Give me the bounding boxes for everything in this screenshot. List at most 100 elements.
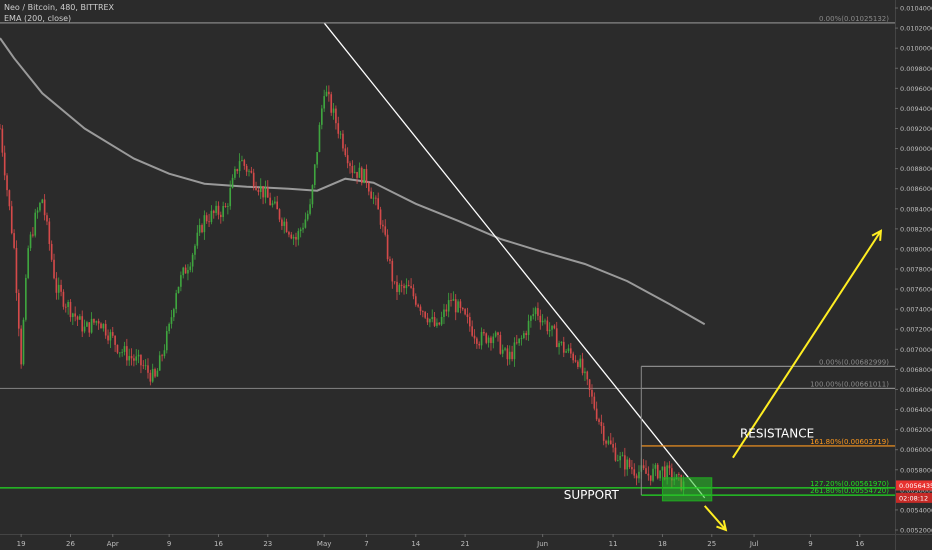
candle-body-75 — [175, 293, 178, 310]
y-tick-label-21: 0.00620000 — [900, 426, 932, 434]
candle-body-267 — [626, 459, 629, 470]
price-tags: 0.00564358 02:08:12 — [896, 480, 932, 503]
candle-body-109 — [255, 186, 257, 190]
candle-body-191 — [447, 300, 450, 312]
candle-body-165 — [386, 234, 389, 260]
x-tick-label-14: Jul — [749, 540, 759, 548]
candle-body-239 — [560, 341, 563, 344]
candle-body-39 — [90, 318, 93, 333]
candle-body-55 — [128, 356, 131, 361]
candle-body-93 — [217, 205, 220, 215]
candle-body-221 — [518, 338, 520, 344]
candle-body-121 — [283, 221, 286, 226]
candle-body-281 — [659, 470, 661, 479]
candle-body-266 — [624, 455, 626, 470]
candle-body-2 — [3, 152, 6, 176]
y-tick-label-16: 0.00720000 — [900, 326, 932, 334]
candle-body-74 — [173, 309, 175, 318]
candle-body-234 — [548, 329, 551, 332]
y-tick-label-5: 0.00940000 — [900, 105, 932, 113]
candle-body-115 — [269, 197, 271, 206]
candle-body-22 — [50, 243, 53, 260]
candle-body-195 — [457, 301, 459, 313]
candle-body-135 — [316, 152, 318, 165]
candle-body-89 — [208, 221, 210, 223]
candle-body-87 — [203, 215, 206, 233]
candle-body-68 — [158, 355, 161, 371]
candle-body-283 — [663, 466, 666, 479]
fib-label-1: 0.00%(0.00682999) — [819, 358, 889, 366]
candle-body-226 — [530, 316, 532, 321]
candle-body-215 — [504, 348, 506, 350]
candle-body-134 — [313, 164, 316, 186]
range-lines — [0, 22, 895, 390]
x-tick-label-2: Apr — [107, 540, 119, 548]
candle-body-53 — [123, 346, 126, 352]
candle-body-14 — [32, 234, 34, 236]
candle-body-269 — [631, 467, 633, 470]
candle-body-227 — [532, 314, 535, 317]
x-tick-label-16: 16 — [855, 540, 864, 548]
candle-body-148 — [346, 155, 349, 164]
candle-body-175 — [410, 286, 412, 288]
candle-body-256 — [600, 421, 603, 427]
candle-body-231 — [541, 320, 544, 323]
candle-body-288 — [675, 474, 678, 480]
candle-body-108 — [252, 172, 255, 187]
candle-body-177 — [414, 296, 417, 305]
candle-body-257 — [602, 426, 605, 441]
candle-body-128 — [299, 229, 302, 232]
candle-body-205 — [480, 331, 483, 346]
candle-body-212 — [497, 332, 499, 336]
candle-body-252 — [591, 390, 593, 397]
candle-body-162 — [379, 209, 382, 225]
candle-body-71 — [165, 331, 168, 351]
candle-body-61 — [142, 365, 145, 367]
x-tick-label-10: Jun — [536, 540, 548, 548]
candle-body-213 — [499, 335, 502, 354]
candle-body-86 — [201, 225, 203, 233]
candle-body-152 — [356, 171, 358, 178]
candle-body-274 — [642, 465, 645, 469]
candle-body-34 — [79, 316, 81, 320]
candle-body-3 — [6, 175, 8, 191]
candle-body-275 — [645, 468, 647, 474]
candle-body-151 — [353, 171, 356, 173]
x-tick-label-7: 7 — [364, 540, 368, 548]
candle-body-242 — [567, 348, 570, 352]
candle-body-285 — [668, 465, 671, 469]
trendline — [323, 22, 706, 499]
candle-body-8 — [17, 292, 20, 329]
candle-body-65 — [151, 369, 154, 382]
candle-body-233 — [546, 320, 549, 332]
candle-body-118 — [276, 201, 279, 210]
x-tick-label-13: 25 — [707, 540, 716, 548]
candle-body-264 — [619, 455, 621, 461]
price-tag-text-1: 02:08:12 — [899, 494, 928, 502]
candle-body-56 — [130, 356, 133, 359]
candle-body-228 — [534, 308, 537, 315]
candle-body-193 — [452, 299, 455, 301]
candle-body-270 — [633, 469, 636, 476]
candle-body-235 — [551, 325, 553, 330]
candle-body-178 — [417, 304, 419, 307]
candle-body-33 — [76, 316, 79, 320]
candle-body-200 — [468, 316, 471, 327]
candle-body-208 — [487, 337, 490, 343]
candle-body-60 — [140, 354, 142, 366]
x-tick-label-6: May — [317, 540, 331, 548]
x-tick-label-12: 18 — [658, 540, 667, 548]
candle-body-25 — [57, 284, 60, 293]
candle-body-172 — [403, 285, 405, 289]
candle-body-54 — [126, 346, 128, 361]
y-tick-label-2: 0.01000000 — [900, 45, 932, 53]
y-tick-label-15: 0.00740000 — [900, 306, 932, 314]
candle-body-245 — [574, 360, 577, 362]
candle-body-169 — [396, 281, 398, 293]
candle-body-258 — [605, 440, 607, 444]
candle-body-198 — [464, 309, 466, 315]
candle-body-255 — [598, 419, 600, 422]
candle-body-9 — [20, 328, 22, 365]
y-tick-label-12: 0.00800000 — [900, 245, 932, 253]
